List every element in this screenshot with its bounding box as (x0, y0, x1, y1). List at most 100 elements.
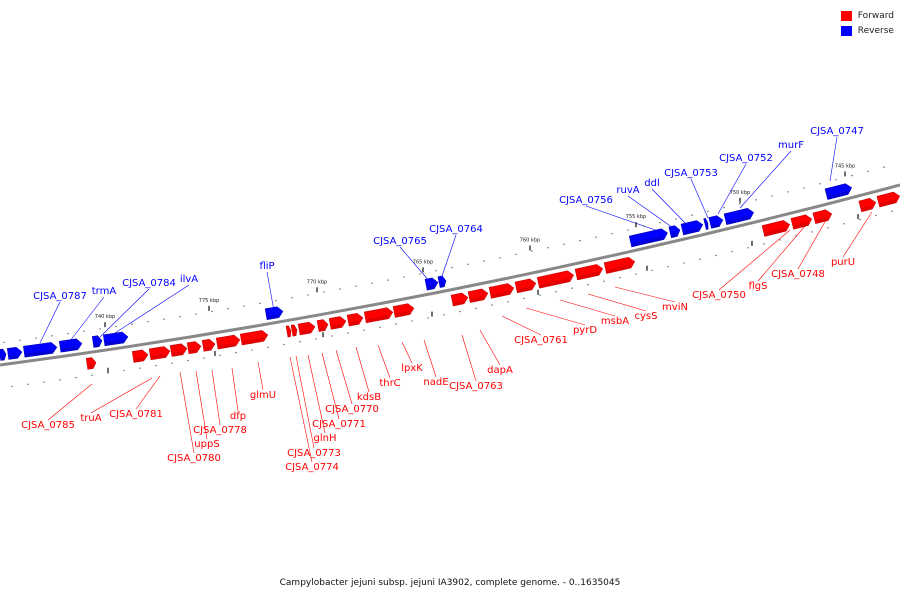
minor-tick (251, 349, 253, 351)
reverse-leader-line (717, 163, 747, 215)
reverse-leader-line (69, 296, 105, 342)
minor-tick (315, 338, 317, 340)
reverse-gene-label: CJSA_0756 (559, 195, 613, 206)
forward-leader-line (614, 286, 676, 303)
minor-tick (75, 376, 77, 379)
reverse-leader-line (399, 246, 431, 283)
label-leader-lines (39, 136, 873, 463)
minor-tick (339, 288, 341, 290)
minor-tick (235, 352, 237, 354)
minor-tick (379, 326, 381, 328)
minor-tick (763, 243, 765, 245)
minor-tick (163, 318, 165, 320)
forward-gene-arrow (328, 316, 347, 330)
forward-leader-line (401, 341, 413, 364)
forward-gene-label: purU (831, 257, 855, 268)
forward-gene-arrow (346, 313, 364, 327)
forward-gene-label: pyrD (573, 325, 597, 336)
minor-tick (179, 315, 181, 318)
forward-gene-label: CJSA_0774 (285, 462, 339, 473)
forward-leader-line (179, 371, 195, 454)
forward-gene-label: cysS (635, 311, 658, 322)
reverse-leader-line (114, 284, 190, 334)
reverse-leader-line (829, 136, 838, 182)
minor-tick (203, 357, 205, 359)
forward-gene-arrow (450, 292, 469, 307)
gene-labels: CJSA_0785 truA CJSA_0781 CJSA_0780 uppS CJSA_… (21, 126, 864, 473)
reverse-gene-label: CJSA_0764 (429, 224, 483, 235)
minor-tick (731, 250, 733, 253)
forward-leader-line (257, 361, 264, 391)
forward-leader-line (90, 377, 153, 414)
forward-leader-line (135, 375, 161, 410)
forward-leader-line (289, 356, 313, 463)
minor-tick (123, 369, 125, 372)
minor-tick (795, 235, 797, 237)
minor-tick (803, 187, 805, 189)
forward-leader-line (307, 354, 326, 434)
forward-leader-line (377, 344, 391, 379)
legend-label-reverse: Reverse (857, 25, 894, 36)
reverse-gene-arrow (0, 348, 7, 361)
minor-tick (523, 297, 525, 300)
forward-leader-line (231, 367, 239, 412)
tick-label: 740 kbp (95, 314, 115, 320)
forward-gene-arrow (790, 214, 813, 230)
minor-tick (139, 367, 141, 369)
minor-tick (307, 294, 309, 296)
minor-tick (427, 317, 429, 319)
minor-tick (323, 291, 325, 293)
reverse-gene-arrow (6, 346, 23, 360)
forward-gene-label: glmU (250, 390, 276, 401)
forward-gene-arrow (148, 346, 171, 361)
forward-leader-line (47, 383, 93, 421)
minor-tick (747, 247, 749, 249)
minor-tick (99, 328, 101, 330)
minor-tick (691, 214, 693, 216)
minor-tick (67, 332, 69, 335)
minor-tick (651, 269, 653, 272)
minor-tick (267, 346, 269, 349)
forward-gene-label: dfp (230, 411, 246, 422)
forward-gene-arrow (858, 198, 877, 213)
minor-tick (555, 290, 557, 293)
forward-gene-label: truA (80, 413, 101, 424)
forward-gene-label: CJSA_0778 (193, 425, 247, 436)
forward-gene-label: CJSA_0780 (167, 453, 221, 464)
reverse-gene-arrow (668, 225, 681, 239)
forward-gene-label: CJSA_0761 (514, 335, 568, 346)
tick-label: 765 kbp (413, 259, 433, 265)
forward-gene-arrow (290, 324, 298, 337)
minor-tick (187, 359, 189, 362)
minor-tick (619, 276, 621, 279)
minor-tick (715, 254, 717, 257)
minor-tick (707, 210, 709, 213)
legend-label-forward: Forward (857, 10, 894, 21)
forward-leader-line (195, 370, 208, 440)
minor-tick (683, 262, 685, 264)
minor-tick (403, 276, 405, 278)
minor-tick (387, 279, 389, 281)
minor-tick (459, 310, 461, 313)
reverse-gene-arrow (703, 218, 709, 230)
minor-tick (19, 339, 21, 342)
reverse-gene-label: CJSA_0787 (33, 291, 87, 302)
reverse-gene-label: CJSA_0752 (719, 153, 773, 164)
forward-leader-line (718, 229, 791, 291)
minor-tick (699, 258, 701, 260)
forward-gene-label: CJSA_0750 (692, 290, 746, 301)
forward-gene-arrow (285, 325, 292, 338)
minor-tick (851, 174, 853, 177)
minor-tick (299, 341, 301, 343)
forward-gene-arrow (467, 288, 489, 303)
minor-tick (771, 195, 773, 197)
forward-gene-arrow (239, 330, 269, 346)
minor-tick (859, 218, 861, 221)
forward-leader-line (501, 315, 542, 336)
forward-gene-arrow (876, 191, 900, 208)
forward-gene-label: uppS (194, 439, 219, 450)
minor-tick (739, 203, 741, 205)
minor-tick (363, 329, 365, 331)
legend: Forward Reverse (840, 8, 894, 38)
forward-gene-arrow (603, 256, 636, 274)
